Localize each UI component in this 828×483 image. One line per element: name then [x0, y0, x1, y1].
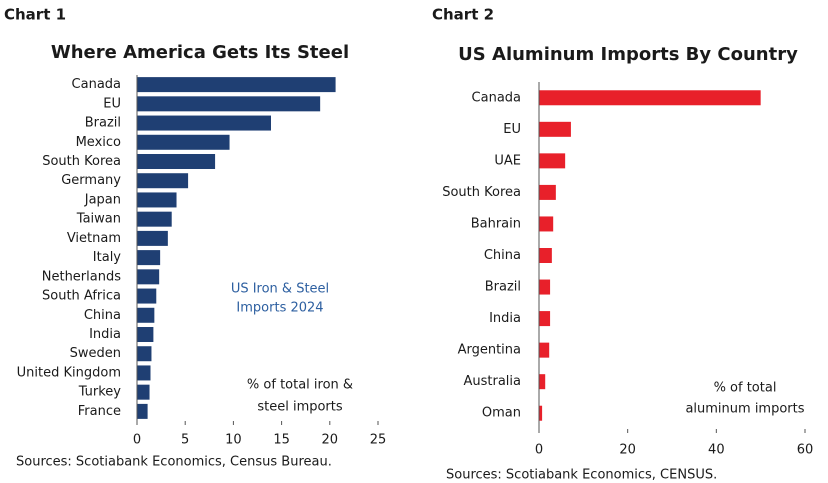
bar	[137, 115, 271, 131]
x-tick-label: 15	[273, 433, 290, 448]
y-tick-label: Brazil	[485, 280, 521, 295]
bar	[137, 384, 150, 400]
annotation: steel imports	[257, 400, 343, 415]
y-tick-label: Canada	[72, 77, 121, 92]
bar	[137, 211, 172, 227]
y-tick-label: Canada	[472, 90, 521, 105]
x-tick-label: 40	[708, 443, 725, 458]
y-tick-label: Turkey	[78, 385, 122, 400]
y-tick-label: South Korea	[442, 185, 521, 200]
annotation: aluminum imports	[685, 402, 804, 417]
bar	[137, 192, 177, 208]
y-tick-label: South Korea	[42, 154, 121, 169]
bar	[137, 96, 321, 112]
bar	[137, 365, 151, 381]
bar	[137, 173, 189, 189]
chart-label: Chart 1	[4, 6, 66, 24]
bar	[539, 374, 546, 390]
y-tick-label: Italy	[93, 250, 122, 265]
bar	[539, 153, 566, 169]
y-tick-label: China	[484, 248, 521, 263]
y-tick-label: Argentina	[458, 343, 521, 358]
annotation: US Iron & Steel	[231, 282, 329, 297]
bar	[539, 279, 551, 295]
y-tick-label: South Africa	[42, 289, 121, 304]
bar	[137, 288, 157, 304]
bar	[137, 403, 148, 419]
chart-title: Where America Gets Its Steel	[51, 42, 349, 63]
chart-title: US Aluminum Imports By Country	[458, 44, 798, 65]
y-tick-label: Brazil	[85, 116, 121, 131]
x-tick-label: 60	[797, 443, 814, 458]
y-tick-label: China	[84, 308, 121, 323]
bar	[539, 90, 761, 106]
y-tick-label: Bahrain	[471, 216, 521, 231]
y-tick-label: India	[89, 327, 121, 342]
y-tick-label: EU	[503, 122, 521, 137]
bar	[539, 121, 571, 137]
y-tick-label: EU	[103, 96, 121, 111]
y-tick-label: United Kingdom	[17, 365, 121, 380]
x-tick-label: 25	[370, 433, 387, 448]
annotation: % of total	[714, 381, 777, 396]
bar	[137, 327, 154, 342]
y-tick-label: Mexico	[76, 135, 121, 150]
bar	[539, 184, 556, 200]
bar	[137, 154, 216, 169]
y-tick-label: Sweden	[70, 346, 121, 361]
annotation: Imports 2024	[236, 301, 323, 316]
y-tick-label: Japan	[84, 192, 121, 207]
y-tick-label: UAE	[494, 153, 521, 168]
y-tick-label: India	[489, 311, 521, 326]
y-tick-label: Netherlands	[42, 269, 121, 284]
bar	[137, 77, 336, 93]
y-tick-label: Germany	[61, 173, 121, 188]
bar	[137, 250, 161, 266]
bar	[539, 248, 552, 263]
x-tick-label: 10	[225, 433, 242, 448]
source: Sources: Scotiabank Economics, Census Bu…	[16, 455, 332, 470]
bar	[539, 216, 554, 232]
bar	[137, 307, 155, 323]
bar	[539, 311, 551, 327]
y-tick-label: France	[78, 404, 121, 419]
annotation: % of total iron &	[247, 378, 353, 393]
y-tick-label: Oman	[482, 406, 521, 421]
bar	[539, 405, 543, 421]
y-tick-label: Vietnam	[67, 231, 121, 246]
bar	[137, 230, 168, 246]
bar	[137, 269, 160, 285]
x-tick-label: 20	[619, 443, 636, 458]
x-tick-label: 0	[535, 443, 543, 458]
bar	[137, 346, 152, 362]
bar	[539, 342, 550, 358]
x-tick-label: 0	[133, 433, 141, 448]
x-tick-label: 20	[322, 433, 339, 448]
source: Sources: Scotiabank Economics, CENSUS.	[446, 468, 717, 483]
y-tick-label: Taiwan	[76, 212, 121, 227]
x-tick-label: 5	[181, 433, 189, 448]
chart-label: Chart 2	[432, 6, 494, 24]
bar	[137, 134, 230, 150]
y-tick-label: Australia	[463, 374, 521, 389]
